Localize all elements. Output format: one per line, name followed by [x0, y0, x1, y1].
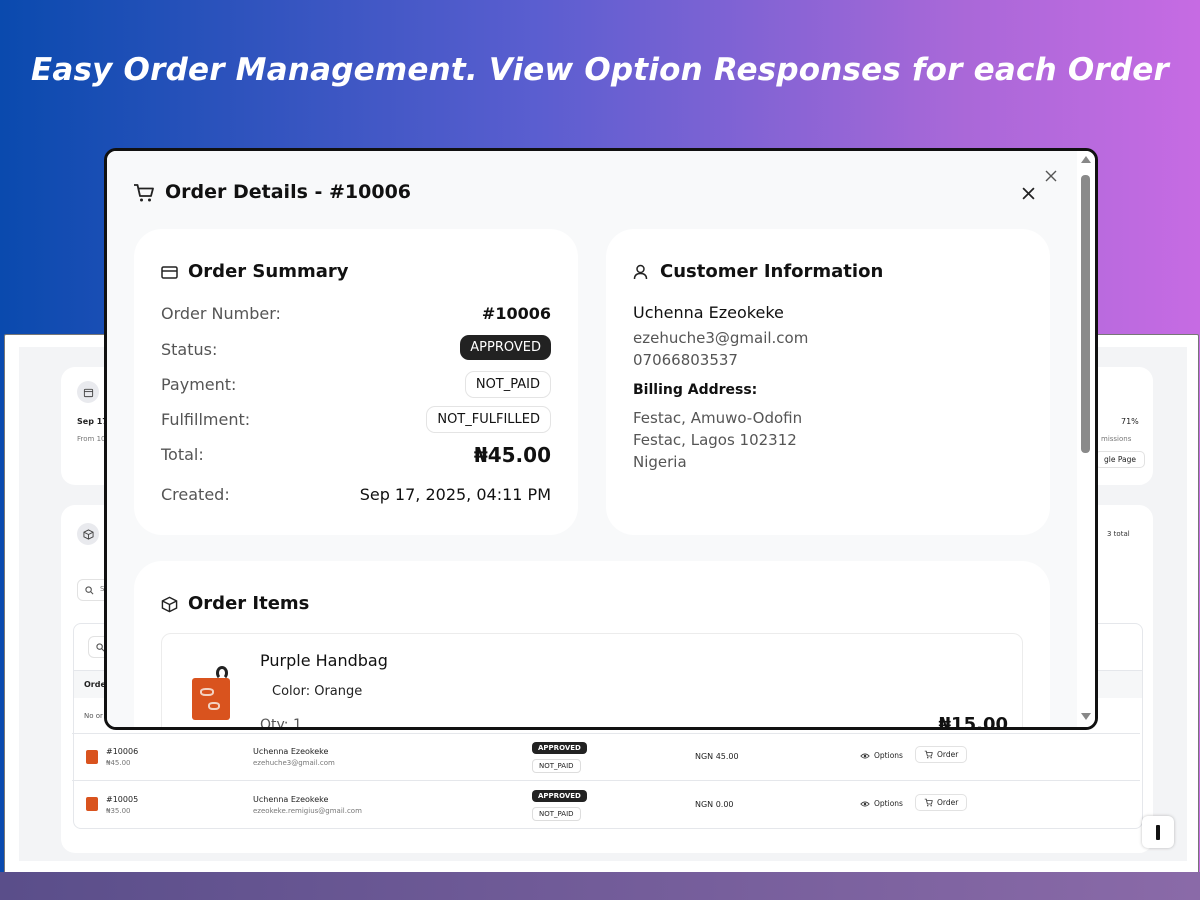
fulfillment-badge: NOT_FULFILLED: [426, 406, 551, 433]
order-amount: ₦45.00: [106, 759, 131, 767]
stats-from: From 10: [77, 435, 106, 443]
customer-email: ezehuche3@gmail.com: [633, 329, 809, 347]
customer-email: ezehuche3@gmail.com: [253, 759, 335, 767]
order-summary-heading: Order Summary: [188, 261, 349, 282]
item-qty: Qty: 1: [260, 717, 302, 727]
order-item: Purple Handbag Color: Orange Qty: 1 ₦15.…: [161, 633, 1023, 727]
product-thumbnail: [86, 750, 98, 764]
scroll-up-arrow-icon[interactable]: [1081, 156, 1091, 163]
status-badge: APPROVED: [532, 790, 587, 802]
options-button[interactable]: Options: [860, 799, 903, 808]
order-details-modal: Order Details - #10006 Order Summary Ord…: [104, 148, 1098, 730]
user-icon: [633, 264, 648, 280]
payment-badge: NOT_PAID: [532, 759, 581, 773]
cursor-bar-icon: [1156, 824, 1160, 840]
created-value: Sep 17, 2025, 04:11 PM: [359, 485, 551, 504]
order-summary-card: Order Summary Order Number: #10006 Statu…: [134, 229, 578, 535]
order-button[interactable]: Order: [915, 794, 968, 811]
modal-title: Order Details - #10006: [165, 181, 412, 203]
item-name: Purple Handbag: [260, 651, 388, 670]
package-icon: [161, 596, 178, 613]
stats-missions: missions: [1101, 435, 1132, 443]
payment-badge: NOT_PAID: [532, 807, 581, 821]
scroll-down-arrow-icon[interactable]: [1081, 713, 1091, 720]
close-icon[interactable]: [1045, 170, 1057, 182]
search-icon: [85, 586, 94, 595]
payment-badge: NOT_PAID: [464, 371, 551, 398]
product-image: [192, 666, 230, 720]
calendar-icon: [77, 381, 99, 403]
options-label: Options: [874, 799, 903, 808]
order-amount: ₦35.00: [106, 807, 131, 815]
orders-search-placeholder: S: [100, 585, 105, 593]
product-thumbnail: [86, 797, 98, 811]
payment-label: Payment:: [161, 375, 237, 394]
order-number-label: Order Number:: [161, 304, 281, 323]
customer-name: Uchenna Ezeokeke: [253, 795, 329, 804]
fulfillment-label: Fulfillment:: [161, 410, 251, 429]
close-button[interactable]: [1022, 187, 1035, 200]
order-number: #10006: [106, 747, 139, 756]
headline: Easy Order Management. View Option Respo…: [31, 52, 1169, 88]
options-button[interactable]: Options: [860, 751, 903, 760]
no-orders-text: No or: [84, 712, 103, 720]
billing-address-heading: Billing Address:: [633, 382, 758, 398]
order-number: #10005: [106, 795, 139, 804]
status-label: Status:: [161, 340, 218, 359]
bottom-band: [0, 872, 1200, 900]
customer-name: Uchenna Ezeokeke: [253, 747, 329, 756]
search-icon: [96, 643, 105, 652]
address-line-3: Nigeria: [633, 453, 687, 471]
order-label: Order: [937, 798, 959, 807]
floating-action-button[interactable]: [1142, 816, 1174, 848]
table-row[interactable]: #10006 ₦45.00 Uchenna Ezeokeke ezehuche3…: [72, 733, 1140, 780]
customer-email: ezeokeke.remigius@gmail.com: [253, 807, 362, 815]
customer-info-heading: Customer Information: [660, 261, 884, 282]
item-option: Color: Orange: [272, 684, 363, 699]
order-items-card: Order Items Purple Handbag Color: Orange…: [134, 561, 1050, 727]
stats-date: Sep 17: [77, 417, 108, 426]
item-price: ₦15.00: [938, 714, 1008, 727]
eye-icon: [860, 753, 870, 758]
customer-info-card: Customer Information Uchenna Ezeokeke ez…: [606, 229, 1050, 535]
address-line-2: Festac, Lagos 102312: [633, 431, 797, 449]
cart-icon: [924, 750, 933, 759]
order-number-value: #10006: [481, 304, 551, 323]
cart-icon: [134, 184, 154, 202]
created-label: Created:: [161, 485, 230, 504]
eye-icon: [860, 801, 870, 806]
status-badge: APPROVED: [532, 742, 587, 754]
orders-total: 3 total: [1107, 530, 1130, 538]
order-button[interactable]: Order: [915, 746, 968, 763]
address-line-1: Festac, Amuwo-Odofin: [633, 409, 803, 427]
cart-icon: [924, 798, 933, 807]
credit-card-icon: [161, 266, 178, 279]
modal-body: Order Details - #10006 Order Summary Ord…: [107, 151, 1077, 727]
table-row[interactable]: #10005 ₦35.00 Uchenna Ezeokeke ezeokeke.…: [72, 780, 1140, 827]
options-label: Options: [874, 751, 903, 760]
status-badge: APPROVED: [460, 335, 551, 360]
order-items-heading: Order Items: [188, 593, 310, 614]
order-total: NGN 45.00: [695, 752, 739, 761]
table-header-order: Order: [84, 680, 110, 689]
order-label: Order: [937, 750, 959, 759]
total-label: Total:: [161, 445, 204, 464]
total-value: ₦45.00: [473, 443, 551, 467]
order-total: NGN 0.00: [695, 800, 734, 809]
modal-scrollbar-thumb[interactable]: [1081, 175, 1090, 453]
customer-name: Uchenna Ezeokeke: [633, 303, 784, 322]
package-icon: [77, 523, 99, 545]
single-page-button[interactable]: gle Page: [1095, 451, 1145, 468]
stats-percent: 71%: [1121, 417, 1139, 426]
customer-phone: 07066803537: [633, 351, 738, 369]
